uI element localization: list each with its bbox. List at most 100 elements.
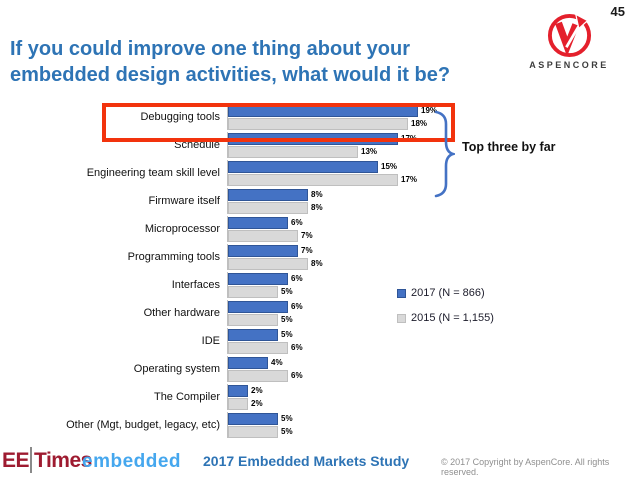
- bar-2015: [228, 145, 358, 158]
- eetimes-logo-divider: [30, 447, 33, 473]
- bar-line: 8%: [228, 188, 428, 201]
- category-label: Other hardware: [143, 307, 220, 319]
- bar-value-label: 13%: [361, 147, 378, 156]
- bar-value-label: 19%: [421, 106, 438, 115]
- bar-group: 4% 6%: [227, 356, 428, 382]
- legend-swatch-2017: [397, 288, 406, 298]
- bar-2015: [228, 257, 308, 270]
- eetimes-logo-ee: EE: [2, 449, 30, 472]
- bar-line: 4%: [228, 356, 428, 369]
- bar-group: 6% 5%: [227, 272, 428, 298]
- chart-row: Firmware itself 8% 8%: [8, 188, 428, 214]
- bar-2017: [228, 328, 278, 341]
- aspencore-logo: ASPENCORE: [529, 12, 609, 70]
- bar-line: 5%: [228, 328, 428, 341]
- bar-2015: [228, 369, 288, 382]
- bar-value-label: 6%: [291, 343, 303, 352]
- bar-2017: [228, 412, 278, 425]
- category-label: Operating system: [133, 363, 220, 375]
- bar-line: 13%: [228, 145, 428, 158]
- bar-value-label: 5%: [281, 287, 293, 296]
- bar-group: 19% 18%: [227, 104, 437, 130]
- bar-2017: [228, 216, 288, 229]
- embedded-logo: embedded: [82, 451, 182, 472]
- brace-path: [434, 110, 458, 198]
- bar-group: 5% 6%: [227, 328, 428, 354]
- bar-group: 15% 17%: [227, 160, 428, 186]
- bar-2015: [228, 117, 408, 130]
- bar-value-label: 5%: [281, 315, 293, 324]
- chart-row: Interfaces 6% 5%: [8, 272, 428, 298]
- slide-title-line1: If you could improve one thing about you…: [10, 38, 410, 60]
- bar-line: 8%: [228, 201, 428, 214]
- bar-2015: [228, 425, 278, 438]
- bar-group: 6% 7%: [227, 216, 428, 242]
- bar-line: 2%: [228, 397, 428, 410]
- category-label: Programming tools: [127, 251, 220, 263]
- aspencore-logo-icon: [529, 12, 609, 59]
- bar-group: 5% 5%: [227, 412, 428, 438]
- bar-value-label: 6%: [291, 218, 303, 227]
- bar-line: 7%: [228, 229, 428, 242]
- bar-value-label: 5%: [281, 427, 293, 436]
- legend-label-2015: 2015 (N = 1,155): [411, 312, 494, 324]
- bar-value-label: 6%: [291, 371, 303, 380]
- chart-row: Programming tools 7% 8%: [8, 244, 428, 270]
- bar-value-label: 8%: [311, 190, 323, 199]
- bar-line: 6%: [228, 216, 428, 229]
- footer-copyright: © 2017 Copyright by AspenCore. All right…: [441, 457, 610, 477]
- annotation-top-three: Top three by far: [462, 140, 556, 154]
- bar-value-label: 8%: [311, 259, 323, 268]
- bar-line: 6%: [228, 369, 428, 382]
- eetimes-logo-times: Times: [34, 449, 92, 472]
- category-label: Interfaces: [171, 279, 220, 291]
- bar-2015: [228, 341, 288, 354]
- category-label: The Compiler: [153, 391, 220, 403]
- bar-2015: [228, 229, 298, 242]
- bar-line: 5%: [228, 412, 428, 425]
- bar-2015: [228, 173, 398, 186]
- bar-value-label: 4%: [271, 358, 283, 367]
- bar-2017: [228, 160, 378, 173]
- bar-2017: [228, 356, 268, 369]
- bar-value-label: 15%: [381, 162, 398, 171]
- bar-line: 17%: [228, 173, 428, 186]
- bar-value-label: 6%: [291, 274, 303, 283]
- bar-2015: [228, 201, 308, 214]
- bar-2015: [228, 313, 278, 326]
- bar-value-label: 7%: [301, 231, 313, 240]
- category-label: IDE: [201, 335, 220, 347]
- chart-row: Operating system 4% 6%: [8, 356, 428, 382]
- highlight-box: [102, 103, 455, 142]
- bar-group: 8% 8%: [227, 188, 428, 214]
- legend-item-2015: 2015 (N = 1,155): [397, 312, 494, 324]
- category-label: Other (Mgt, budget, legacy, etc): [66, 419, 220, 431]
- chart-row: Microprocessor 6% 7%: [8, 216, 428, 242]
- legend-label-2017: 2017 (N = 866): [411, 287, 485, 299]
- brace-annotation-shape: [433, 109, 458, 204]
- bar-line: 6%: [228, 300, 428, 313]
- bar-value-label: 6%: [291, 302, 303, 311]
- bar-chart: Debugging tools 19% 18% Schedule 17% 13% Engin…: [8, 104, 437, 440]
- bar-line: 15%: [228, 160, 428, 173]
- bar-line: 8%: [228, 257, 428, 270]
- bar-value-label: 17%: [401, 175, 418, 184]
- chart-row: Engineering team skill level 15% 17%: [8, 160, 428, 186]
- bar-2017: [228, 272, 288, 285]
- category-label: Microprocessor: [144, 223, 220, 235]
- bar-value-label: 18%: [411, 119, 428, 128]
- bar-value-label: 2%: [251, 399, 263, 408]
- bar-value-label: 2%: [251, 386, 263, 395]
- bar-line: 6%: [228, 272, 428, 285]
- bar-group: 6% 5%: [227, 300, 428, 326]
- bar-value-label: 5%: [281, 330, 293, 339]
- chart-row: Other (Mgt, budget, legacy, etc) 5% 5%: [8, 412, 428, 438]
- bar-2015: [228, 285, 278, 298]
- bar-line: 18%: [228, 117, 428, 130]
- chart-row: The Compiler 2% 2%: [8, 384, 428, 410]
- bar-2017: [228, 188, 308, 201]
- aspencore-logo-text: ASPENCORE: [529, 60, 609, 70]
- category-label: Firmware itself: [148, 195, 220, 207]
- bar-line: 7%: [228, 244, 428, 257]
